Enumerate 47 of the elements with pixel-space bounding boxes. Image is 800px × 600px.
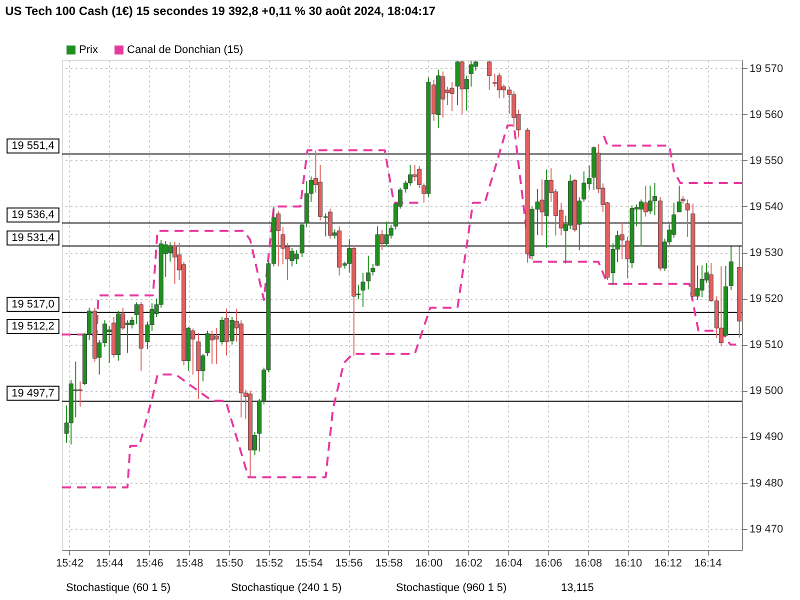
x-tick-label: 16:14 bbox=[694, 558, 722, 570]
x-tick-label: 16:10 bbox=[614, 558, 642, 570]
x-tick-label: 15:52 bbox=[256, 558, 284, 570]
x-tick-label: 16:04 bbox=[494, 558, 522, 570]
x-tick-label: 15:58 bbox=[375, 558, 403, 570]
text: 13,115 bbox=[561, 582, 594, 594]
ref-line-label: 19 536,4 bbox=[12, 209, 54, 222]
candlestick bbox=[728, 246, 734, 291]
x-tick-label: 16:02 bbox=[454, 558, 482, 570]
x-tick-label: 15:50 bbox=[216, 558, 244, 570]
candlestick bbox=[473, 60, 478, 72]
x-tick-label: 15:46 bbox=[136, 558, 164, 570]
y-tick-label: 19 550 bbox=[750, 154, 784, 167]
y-tick-label: 19 520 bbox=[750, 293, 784, 306]
text: Stochastique (60 1 5) bbox=[66, 582, 171, 594]
y-tick-label: 19 530 bbox=[750, 247, 784, 259]
candlestick bbox=[366, 255, 371, 290]
y-tick-label: 19 490 bbox=[750, 431, 784, 444]
x-tick-label: 16:06 bbox=[534, 558, 562, 570]
ref-line-label: 19 531,4 bbox=[12, 232, 54, 244]
ref-line-label: 19 512,2 bbox=[12, 320, 54, 332]
y-tick-label: 19 480 bbox=[750, 477, 784, 490]
text: Stochastique (960 1 5) bbox=[396, 582, 507, 594]
x-tick-label: 16:08 bbox=[574, 558, 602, 570]
x-tick-label: 15:48 bbox=[176, 558, 204, 570]
x-tick-label: 15:56 bbox=[335, 558, 363, 570]
ref-line-label: 19 551,4 bbox=[12, 140, 54, 152]
y-tick-label: 19 500 bbox=[750, 385, 784, 398]
x-tick-label: 15:42 bbox=[56, 558, 84, 570]
x-tick-label: 16:00 bbox=[415, 558, 443, 570]
candlestick bbox=[78, 380, 82, 408]
y-tick-label: 19 470 bbox=[750, 523, 784, 536]
ref-line-label: 19 517,0 bbox=[12, 298, 54, 310]
text: Stochastique (240 1 5) bbox=[231, 582, 342, 594]
chart-title: US Tech 100 Cash (1€) 15 secondes 19 392,8 +0,11 % 30 août 2024, 18:04:17 bbox=[5, 4, 436, 18]
candlestick bbox=[487, 60, 492, 90]
legend-label: Canal de Donchian (15) bbox=[127, 44, 244, 56]
legend-label: Prix bbox=[79, 44, 98, 56]
x-tick-label: 16:12 bbox=[654, 558, 682, 570]
x-tick-label: 15:44 bbox=[96, 558, 124, 570]
y-tick-label: 19 560 bbox=[750, 108, 784, 121]
candlestick bbox=[677, 185, 682, 212]
y-tick-label: 19 570 bbox=[750, 62, 784, 75]
ref-line-label: 19 497,7 bbox=[12, 387, 54, 400]
y-tick-label: 19 510 bbox=[750, 339, 784, 352]
x-tick-label: 15:54 bbox=[295, 558, 323, 570]
y-tick-label: 19 540 bbox=[750, 200, 784, 213]
